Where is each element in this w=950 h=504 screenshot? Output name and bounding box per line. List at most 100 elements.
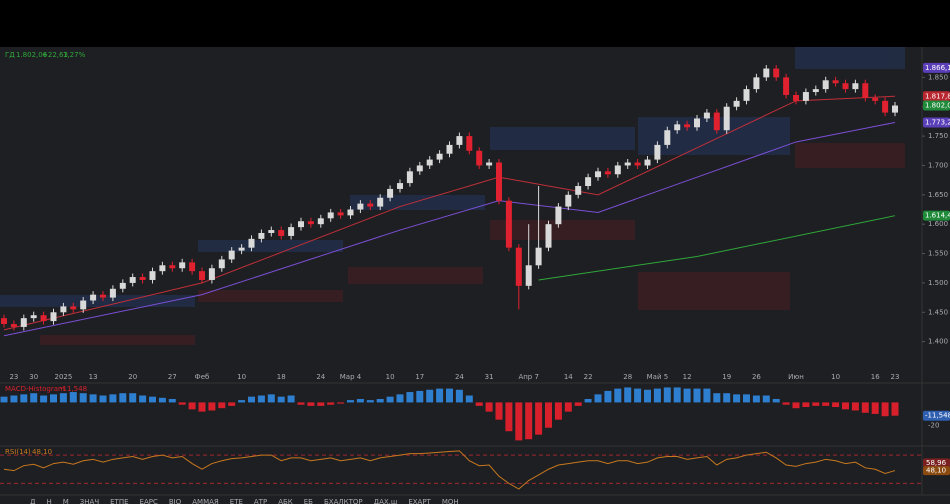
- price-badge-label: 1.773,23: [925, 118, 950, 126]
- zone: [795, 47, 905, 69]
- macd-badge: [923, 410, 950, 421]
- candle-body: [387, 188, 394, 198]
- candle-body: [793, 94, 799, 101]
- macd-bar: [267, 394, 275, 403]
- overlay-line: [3, 95, 896, 331]
- candle-body: [189, 262, 196, 272]
- y-tick-label: 1.450: [928, 308, 948, 316]
- toolbar-button[interactable]: АММАЯ: [192, 498, 219, 504]
- x-tick-label: 30: [29, 373, 38, 381]
- toolbar-button[interactable]: Д: [30, 498, 36, 504]
- x-tick-label: 26: [752, 373, 761, 381]
- price-badge-label: 1.817,83: [925, 92, 950, 100]
- macd-bar: [248, 396, 255, 403]
- candle-body: [416, 165, 423, 172]
- toolbar-button[interactable]: ЕБ: [304, 498, 313, 504]
- toolbar-button[interactable]: БХАЛКТОР: [324, 498, 363, 504]
- candle-body: [139, 277, 146, 280]
- candle-body: [604, 171, 611, 175]
- macd-bar: [683, 388, 691, 403]
- candle-body: [832, 80, 839, 84]
- toolbar-button[interactable]: ЗНАЧ: [80, 498, 100, 504]
- macd-bar: [653, 388, 661, 403]
- candle-body: [436, 153, 443, 160]
- candle-body: [753, 77, 760, 90]
- x-tick-label: 23: [9, 373, 18, 381]
- price-badge: [923, 62, 950, 73]
- toolbar-button[interactable]: АТР: [254, 498, 267, 504]
- macd-bar: [89, 394, 97, 403]
- candle-body: [149, 271, 156, 280]
- x-tick-label: 24: [316, 373, 325, 381]
- candle-body: [456, 136, 463, 145]
- macd-tick-label: -20: [928, 421, 939, 429]
- toolbar-button[interactable]: ЕТПЕ: [110, 498, 128, 504]
- macd-bar: [287, 395, 295, 403]
- macd-bar: [624, 387, 632, 403]
- macd-bar: [426, 389, 434, 403]
- x-tick-label: 20: [128, 373, 137, 381]
- candle-body: [80, 300, 87, 310]
- price-badge: [923, 100, 950, 111]
- candle-body: [783, 77, 790, 95]
- legend-symbol: ГД: [5, 51, 15, 59]
- candle-body: [337, 212, 344, 216]
- toolbar-button[interactable]: ДАХ.ш: [374, 498, 398, 504]
- toolbar-button[interactable]: ЕТЕ: [230, 498, 243, 504]
- macd-bar: [505, 402, 513, 432]
- macd-bar: [20, 394, 28, 403]
- macd-bar: [158, 397, 166, 403]
- macd-bar: [812, 402, 820, 406]
- x-tick-label: 17: [415, 373, 424, 381]
- legend-change: +22,63: [42, 51, 68, 59]
- candle-body: [169, 265, 176, 269]
- candle-body: [60, 306, 67, 313]
- macd-bar: [396, 394, 404, 403]
- candle-body: [822, 80, 829, 90]
- macd-bar: [337, 402, 345, 404]
- macd-bar: [178, 402, 186, 405]
- candle-body: [406, 171, 413, 184]
- toolbar-button[interactable]: МОН: [442, 498, 459, 504]
- macd-bar: [574, 402, 582, 406]
- candle-body: [713, 112, 720, 131]
- candle-body: [288, 227, 295, 236]
- macd-bar: [277, 396, 285, 403]
- rsi-line: [3, 450, 896, 490]
- candle-body: [664, 130, 671, 145]
- macd-bar: [465, 395, 473, 403]
- macd-badge-label: -11,548: [925, 412, 950, 420]
- candle-body: [397, 183, 403, 189]
- x-tick-label: 19: [722, 373, 731, 381]
- x-tick-label: 13: [89, 373, 98, 381]
- candle-body: [614, 165, 621, 175]
- macd-bar: [475, 402, 483, 406]
- toolbar-button[interactable]: ЕАРС: [140, 498, 158, 504]
- candle-body: [634, 162, 641, 166]
- toolbar-button[interactable]: АБК: [278, 498, 293, 504]
- toolbar-button[interactable]: ВІО: [169, 498, 182, 504]
- macd-bar: [782, 402, 790, 405]
- price-badge-label: 1.802,06: [925, 102, 950, 110]
- candle-body: [466, 136, 473, 151]
- macd-bar: [762, 395, 770, 403]
- y-tick-label: 1.750: [928, 132, 948, 140]
- macd-bar: [891, 402, 899, 416]
- price-badge: [923, 117, 950, 128]
- x-tick-label: 10: [386, 373, 395, 381]
- candle-body: [1, 318, 7, 325]
- price-badge: [923, 91, 950, 102]
- candle-body: [40, 315, 47, 322]
- macd-bar: [802, 402, 810, 408]
- toolbar-button[interactable]: Н: [46, 498, 51, 504]
- candle-body: [882, 100, 889, 113]
- toolbar-button[interactable]: М: [63, 498, 69, 504]
- candle-body: [208, 268, 215, 280]
- candle-body: [585, 177, 592, 187]
- macd-bar: [79, 393, 87, 403]
- macd-bar: [10, 395, 18, 403]
- zone: [40, 335, 195, 345]
- toolbar-button[interactable]: ЕХАРТ: [408, 498, 431, 504]
- macd-bar: [822, 402, 830, 406]
- candle-body: [862, 83, 869, 98]
